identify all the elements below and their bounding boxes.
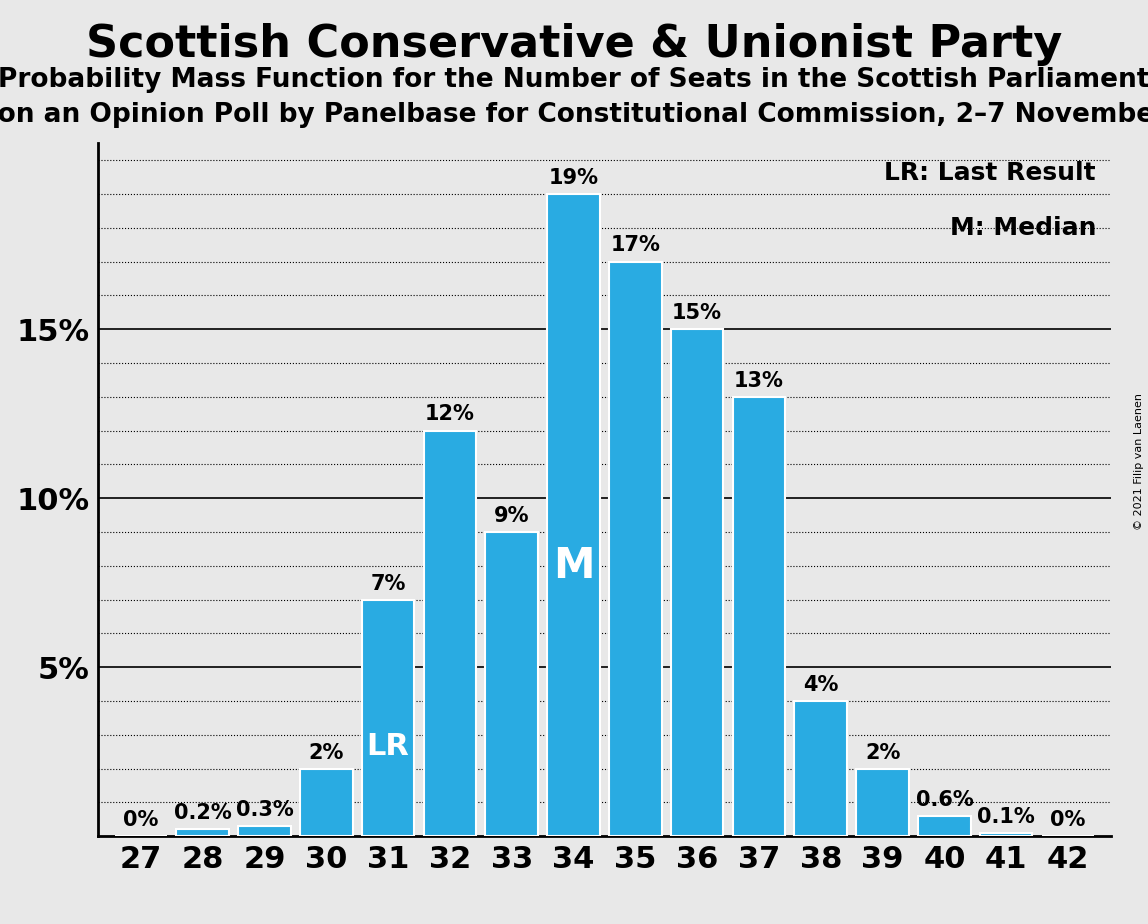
- Text: LR: LR: [366, 732, 410, 760]
- Text: LR: Last Result: LR: Last Result: [884, 161, 1096, 185]
- Bar: [918, 816, 971, 836]
- Text: 9%: 9%: [494, 506, 529, 526]
- Text: 12%: 12%: [425, 405, 475, 424]
- Text: © 2021 Filip van Laenen: © 2021 Filip van Laenen: [1134, 394, 1143, 530]
- Text: 0.6%: 0.6%: [915, 790, 974, 809]
- Bar: [177, 830, 228, 836]
- Text: 17%: 17%: [611, 236, 660, 255]
- Bar: [238, 826, 290, 836]
- Text: 4%: 4%: [804, 675, 838, 695]
- Text: 15%: 15%: [672, 303, 722, 323]
- Bar: [362, 600, 414, 836]
- Text: 0%: 0%: [1050, 810, 1086, 830]
- Text: M: M: [553, 545, 595, 588]
- Text: Probability Mass Function for the Number of Seats in the Scottish Parliament: Probability Mass Function for the Number…: [0, 67, 1148, 92]
- Text: 0%: 0%: [123, 810, 158, 830]
- Bar: [548, 194, 599, 836]
- Text: 0.3%: 0.3%: [235, 800, 294, 820]
- Text: 0.1%: 0.1%: [977, 807, 1035, 827]
- Bar: [794, 701, 847, 836]
- Bar: [610, 261, 661, 836]
- Bar: [486, 532, 538, 836]
- Text: 7%: 7%: [371, 574, 405, 593]
- Text: 0.2%: 0.2%: [173, 803, 232, 823]
- Text: Scottish Conservative & Unionist Party: Scottish Conservative & Unionist Party: [86, 23, 1062, 67]
- Bar: [300, 769, 352, 836]
- Text: 19%: 19%: [549, 168, 598, 188]
- Bar: [670, 329, 723, 836]
- Text: M: Median: M: Median: [949, 216, 1096, 240]
- Bar: [856, 769, 909, 836]
- Bar: [980, 833, 1032, 836]
- Bar: [732, 396, 785, 836]
- Text: 2%: 2%: [864, 743, 900, 762]
- Text: 13%: 13%: [734, 371, 784, 391]
- Text: 2%: 2%: [309, 743, 344, 762]
- Bar: [424, 431, 476, 836]
- Text: Based on an Opinion Poll by Panelbase for Constitutional Commission, 2–7 Novembe: Based on an Opinion Poll by Panelbase fo…: [0, 102, 1148, 128]
